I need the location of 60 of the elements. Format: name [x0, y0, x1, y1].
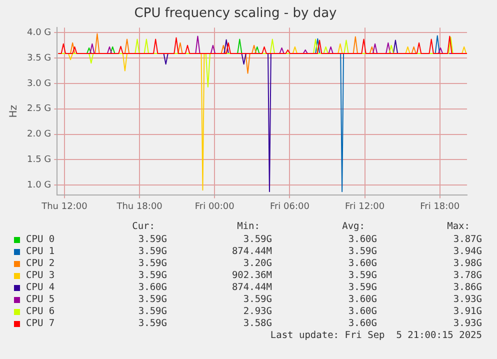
x-tick-label: Thu 18:00 — [116, 202, 163, 212]
y-tick-label: 4.0 G — [26, 28, 52, 38]
y-tick-label: 2.0 G — [26, 130, 52, 140]
text: Max: — [446, 221, 470, 233]
text: 3.59G — [242, 294, 272, 306]
text: 3.59G — [137, 234, 167, 246]
y-tick-label: 2.5 G — [26, 104, 52, 114]
legend-label: CPU 2 — [26, 258, 55, 270]
text: 3.59G — [137, 306, 167, 318]
text: 874.44M — [230, 282, 272, 294]
text: 3.58G — [242, 318, 272, 330]
text: 3.86G — [452, 282, 482, 294]
text: 3.60G — [347, 234, 377, 246]
x-tick-label: Fri 00:00 — [194, 202, 235, 212]
text: 902.36M — [230, 270, 272, 282]
legend-label: CPU 7 — [26, 318, 55, 330]
text: 3.59G — [242, 234, 272, 246]
text: 3.20G — [242, 258, 272, 270]
text: 3.60G — [347, 306, 377, 318]
legend-label: CPU 6 — [26, 306, 55, 318]
text: 3.91G — [452, 306, 482, 318]
text: 3.78G — [452, 270, 482, 282]
text: 3.59G — [347, 270, 377, 282]
text: 3.87G — [452, 234, 482, 246]
text: 2.93G — [242, 306, 272, 318]
legend-label: CPU 0 — [26, 234, 55, 246]
text: Min: — [236, 221, 260, 233]
text: 874.44M — [230, 246, 272, 258]
text: 3.59G — [137, 318, 167, 330]
x-tick-label: Thu 12:00 — [40, 202, 88, 212]
text: 3.60G — [347, 318, 377, 330]
y-axis-title: Hz — [8, 105, 20, 118]
y-tick-label: 3.0 G — [26, 78, 52, 89]
x-tick-label: Fri 18:00 — [420, 202, 460, 212]
legend-label: CPU 3 — [26, 270, 55, 282]
y-tick-label: 3.5 G — [26, 53, 52, 64]
text: 3.93G — [452, 318, 482, 330]
text: 3.59G — [347, 246, 377, 258]
legend-label: CPU 4 — [26, 282, 55, 294]
text: 3.60G — [347, 258, 377, 270]
text: 3.94G — [452, 246, 482, 258]
y-tick-label: 1.0 G — [26, 180, 52, 190]
text: 3.98G — [452, 258, 482, 270]
text: Last update: Fri Sep 5 21:00:15 2025 — [269, 330, 482, 342]
x-tick-label: Fri 06:00 — [270, 202, 310, 212]
text: 3.59G — [137, 246, 167, 258]
text: 3.59G — [137, 270, 167, 282]
text: Cur: — [131, 221, 155, 233]
x-tick-label: Fri 12:00 — [345, 202, 385, 212]
chart-title: CPU frequency scaling - by day — [134, 6, 338, 22]
text: 3.60G — [347, 294, 377, 306]
text: 3.59G — [137, 258, 167, 270]
legend-label: CPU 1 — [26, 246, 55, 258]
legend-label: CPU 5 — [26, 294, 55, 306]
text: 3.60G — [137, 282, 167, 294]
text: Avg: — [341, 221, 365, 233]
text: 3.59G — [347, 282, 377, 294]
y-tick-label: 1.5 G — [26, 154, 52, 165]
text: 3.59G — [137, 294, 167, 306]
text: 3.93G — [452, 294, 482, 306]
